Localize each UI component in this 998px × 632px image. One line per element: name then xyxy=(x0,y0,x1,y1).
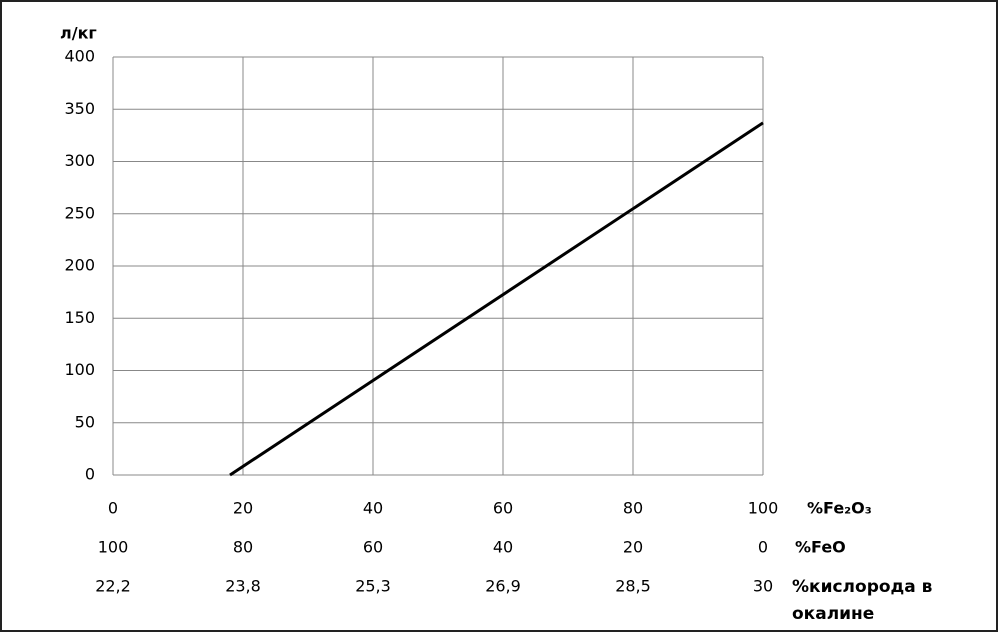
y-tick-label: 350 xyxy=(64,99,95,118)
extra-tick-label: 30 xyxy=(753,577,773,596)
y-axis-label: л/кг xyxy=(60,24,97,43)
y-tick-label: 400 xyxy=(64,47,95,66)
y-tick-label: 50 xyxy=(75,412,95,431)
extra-axis-label: %кислорода в окалине xyxy=(792,577,933,624)
x-tick-label: 0 xyxy=(108,499,118,518)
extra-tick-label: 40 xyxy=(493,538,513,557)
extra-tick-label: 23,8 xyxy=(225,577,261,596)
extra-tick-label: 80 xyxy=(233,538,253,557)
x-tick-label: 100 xyxy=(748,499,779,518)
y-tick-label: 0 xyxy=(85,465,95,484)
x-tick-label: 20 xyxy=(233,499,253,518)
extra-tick-label: 22,2 xyxy=(95,577,131,596)
extra-tick-label: 26,9 xyxy=(485,577,521,596)
x-axis-label: %Fe₂O₃ xyxy=(807,499,872,518)
y-tick-label: 150 xyxy=(64,308,95,327)
extra-tick-label: 28,5 xyxy=(615,577,651,596)
extra-tick-label: 100 xyxy=(98,538,129,557)
y-tick-label: 200 xyxy=(64,256,95,275)
x-tick-label: 60 xyxy=(493,499,513,518)
y-tick-label: 100 xyxy=(64,360,95,379)
extra-tick-label: 25,3 xyxy=(355,577,391,596)
extra-axis-label: %FeO xyxy=(795,538,846,557)
y-tick-label: 250 xyxy=(64,203,95,222)
x-tick-label: 40 xyxy=(363,499,383,518)
x-tick-label: 80 xyxy=(623,499,643,518)
extra-tick-label: 20 xyxy=(623,538,643,557)
data-line xyxy=(229,121,764,477)
extra-tick-label: 60 xyxy=(363,538,383,557)
extra-tick-label: 0 xyxy=(758,538,768,557)
y-tick-label: 300 xyxy=(64,151,95,170)
